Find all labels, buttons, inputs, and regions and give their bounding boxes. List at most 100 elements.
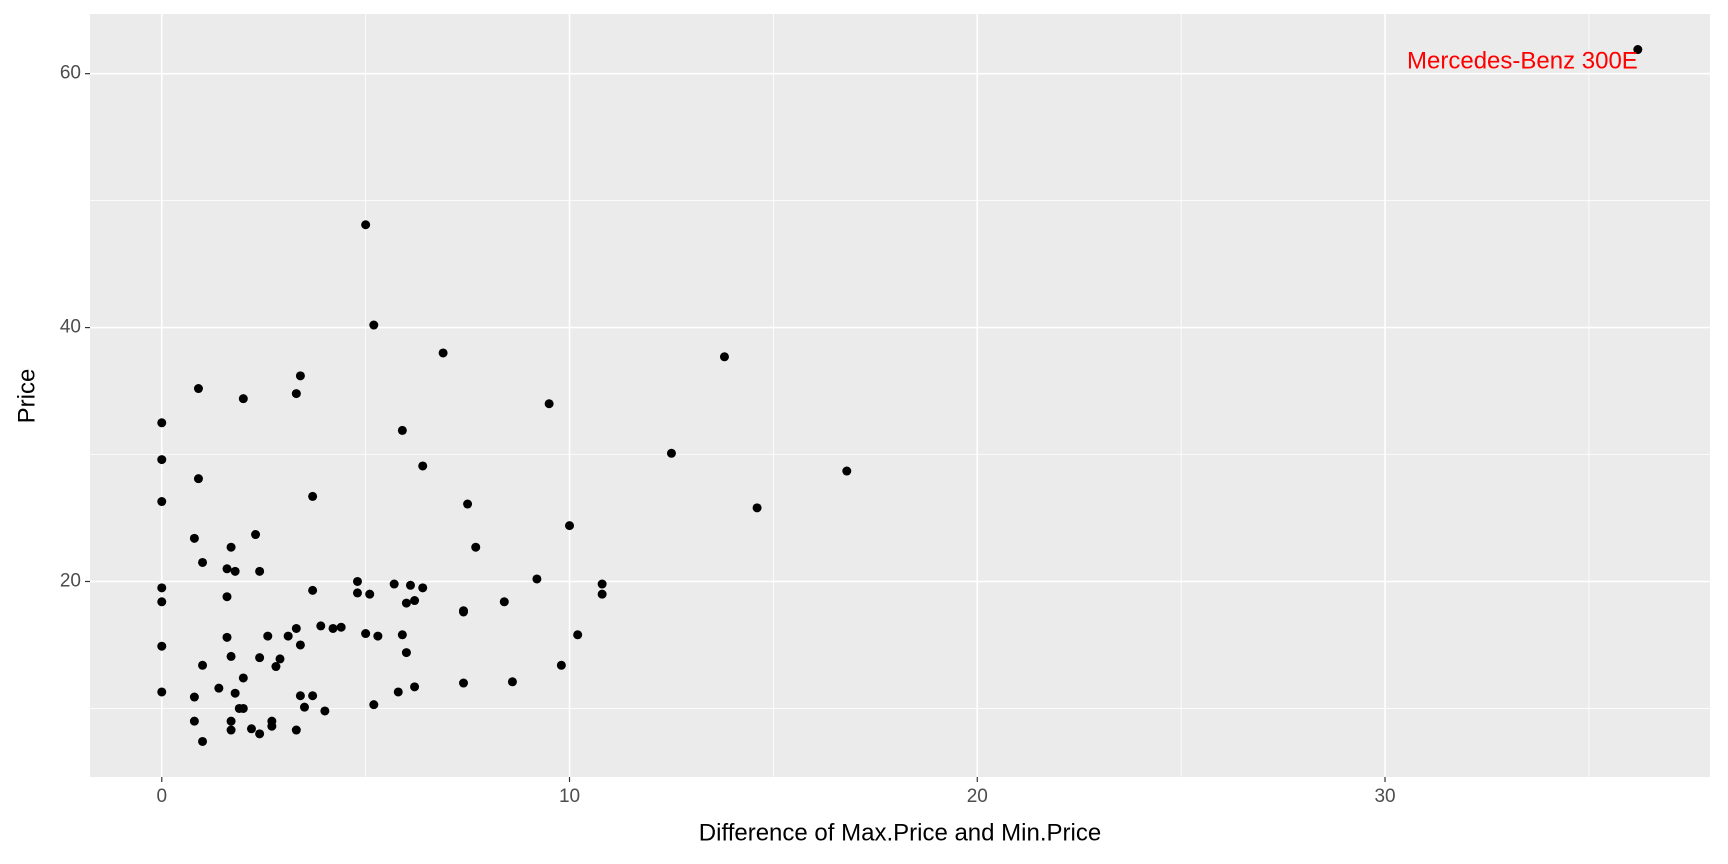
point xyxy=(352,576,362,586)
panel xyxy=(90,14,1710,777)
point xyxy=(230,566,240,576)
point xyxy=(752,503,762,513)
x-tick-label: 20 xyxy=(967,786,988,807)
point xyxy=(198,736,208,746)
point xyxy=(369,320,379,330)
point xyxy=(255,566,265,576)
point xyxy=(397,425,407,435)
point xyxy=(320,706,330,716)
point xyxy=(267,721,277,731)
y-tick-label: 60 xyxy=(60,63,81,84)
point xyxy=(198,660,208,670)
point xyxy=(499,597,509,607)
point xyxy=(565,521,575,531)
point xyxy=(459,678,469,688)
point xyxy=(238,394,248,404)
point xyxy=(214,683,224,693)
point xyxy=(157,687,167,697)
point xyxy=(226,725,236,735)
point xyxy=(157,455,167,465)
point xyxy=(198,557,208,567)
y-tick-label: 40 xyxy=(60,317,81,338)
point xyxy=(666,448,676,458)
point xyxy=(189,692,199,702)
point xyxy=(283,631,293,641)
point xyxy=(401,648,411,658)
point xyxy=(316,621,326,631)
point xyxy=(389,579,399,589)
point xyxy=(418,583,428,593)
point xyxy=(308,691,318,701)
point xyxy=(157,641,167,651)
point xyxy=(308,585,318,595)
point xyxy=(573,630,583,640)
point xyxy=(544,399,554,409)
point xyxy=(157,497,167,507)
point xyxy=(361,629,371,639)
point xyxy=(597,589,607,599)
point xyxy=(295,691,305,701)
point xyxy=(410,596,420,606)
point xyxy=(263,631,273,641)
point xyxy=(275,654,285,664)
point xyxy=(238,673,248,683)
point xyxy=(463,499,473,509)
point xyxy=(255,729,265,739)
point xyxy=(291,389,301,399)
point xyxy=(507,677,517,687)
point xyxy=(556,660,566,670)
point xyxy=(361,220,371,230)
point xyxy=(397,630,407,640)
point xyxy=(842,466,852,476)
x-axis-title: Difference of Max.Price and Min.Price xyxy=(699,819,1101,846)
point xyxy=(255,653,265,663)
point xyxy=(401,598,411,608)
x-tick-label: 0 xyxy=(156,786,167,807)
point xyxy=(308,491,318,501)
point xyxy=(471,542,481,552)
point xyxy=(226,651,236,661)
point xyxy=(299,702,309,712)
point xyxy=(291,623,301,633)
point xyxy=(157,418,167,428)
point xyxy=(369,700,379,710)
point xyxy=(597,579,607,589)
point xyxy=(271,662,281,672)
point xyxy=(189,716,199,726)
point xyxy=(418,461,428,471)
point xyxy=(459,606,469,616)
point xyxy=(189,533,199,543)
point xyxy=(352,588,362,598)
point xyxy=(246,724,256,734)
point xyxy=(719,352,729,362)
point xyxy=(532,574,542,584)
point xyxy=(157,597,167,607)
point xyxy=(193,384,203,394)
x-tick-label: 10 xyxy=(559,786,580,807)
point xyxy=(336,622,346,632)
point xyxy=(365,589,375,599)
point xyxy=(222,564,232,574)
point xyxy=(222,632,232,642)
point xyxy=(328,623,338,633)
point xyxy=(230,688,240,698)
point xyxy=(410,682,420,692)
point xyxy=(226,716,236,726)
point xyxy=(295,371,305,381)
point xyxy=(251,530,261,540)
y-axis-title: Price xyxy=(13,369,40,424)
annotation: Mercedes-Benz 300E xyxy=(1407,48,1638,75)
point xyxy=(226,542,236,552)
x-tick-label: 30 xyxy=(1374,786,1395,807)
point xyxy=(373,631,383,641)
point xyxy=(222,592,232,602)
y-tick-label: 20 xyxy=(60,571,81,592)
point xyxy=(291,725,301,735)
point xyxy=(405,580,415,590)
point xyxy=(438,348,448,358)
point xyxy=(393,687,403,697)
point xyxy=(295,640,305,650)
point xyxy=(238,703,248,713)
point xyxy=(157,583,167,593)
